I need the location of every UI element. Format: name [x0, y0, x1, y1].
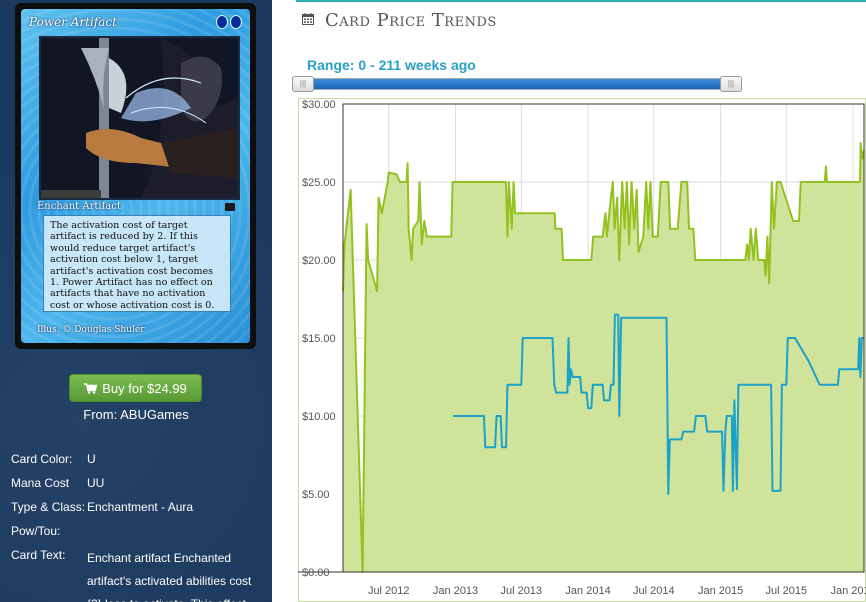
calendar-icon [302, 13, 314, 25]
x-tick-label: Jan 2014 [565, 585, 610, 597]
top-rule [296, 0, 866, 2]
type-class-label: Type & Class: [11, 500, 86, 514]
plot-border [342, 103, 865, 573]
page-title: Card Price Trends [325, 10, 497, 31]
series-line-1 [453, 313, 864, 495]
buy-button-label: Buy for $24.99 [102, 380, 187, 396]
buy-button[interactable]: Buy for $24.99 [69, 374, 202, 402]
blue-mana-icon [230, 15, 242, 29]
type-class-value: Enchantment - Aura [87, 500, 194, 514]
card-text-label: Card Text: [11, 548, 66, 562]
mana-cost-value: UU [87, 476, 105, 490]
y-tick-label: $10.00 [302, 411, 336, 423]
mana-cost-label: Mana Cost [11, 476, 70, 490]
pow-tou-label: Pow/Tou: [11, 524, 61, 538]
card-text-value: Enchant artifact Enchanted artifact's ac… [87, 551, 252, 602]
card-title: Power Artifact [29, 15, 117, 29]
x-tick-label: Jan 2015 [698, 585, 743, 597]
card-face: Power Artifact E [21, 9, 250, 343]
blue-mana-icon [216, 15, 228, 29]
x-tick-label: Jan 2016 [830, 585, 866, 597]
card-color-label: Card Color: [11, 452, 73, 466]
y-tick-label: $20.00 [302, 255, 336, 267]
x-tick-label: Jul 2015 [766, 585, 808, 597]
shopping-cart-icon [84, 382, 98, 394]
y-tick-label: $30.00 [302, 99, 336, 111]
card-sidebar: Power Artifact E [0, 0, 272, 602]
card-type-line: Enchant Artifact [37, 201, 121, 212]
x-tick-label: Jul 2013 [500, 585, 542, 597]
y-tick-label: $25.00 [302, 177, 336, 189]
card-image: Power Artifact E [15, 3, 256, 349]
price-trend-chart: $0.00 $5.00 $10.00 $15.00 $20.00 $25.00 $30.00… [298, 98, 866, 602]
card-rules-text: The activation cost of target artifact i… [43, 215, 231, 312]
card-artwork-illustration [41, 38, 238, 198]
x-tick-label: Jul 2014 [633, 585, 675, 597]
range-slider-right-handle[interactable]: ||| [720, 76, 742, 92]
x-tick-label: Jul 2012 [368, 585, 410, 597]
y-tick-label: $0.00 [302, 567, 330, 579]
range-slider-selection [305, 79, 731, 89]
range-slider-left-handle[interactable]: ||| [292, 76, 314, 92]
card-artwork [39, 36, 240, 200]
set-symbol-icon [225, 203, 235, 211]
seller-name: From: ABUGames [83, 407, 189, 422]
x-tick-label: Jan 2013 [433, 585, 478, 597]
series-line-0 [342, 142, 865, 573]
range-label: Range: 0 - 211 weeks ago [307, 57, 476, 73]
card-illustrator: Illus. © Douglas Shuler [37, 325, 145, 335]
y-tick-label: $15.00 [302, 333, 336, 345]
card-color-value: U [87, 452, 96, 466]
y-tick-label: $5.00 [302, 489, 330, 501]
